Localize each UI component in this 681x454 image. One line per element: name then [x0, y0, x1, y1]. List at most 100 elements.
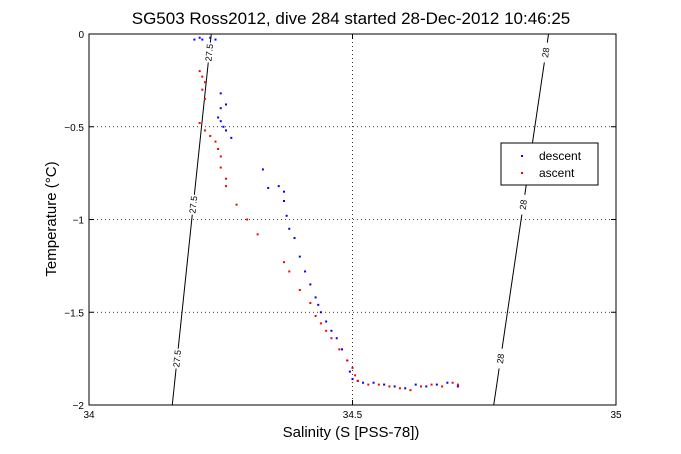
descent-point [348, 370, 351, 373]
ascent-point [346, 359, 349, 362]
ascent-point [201, 88, 204, 91]
legend-marker-ascent [521, 172, 523, 174]
descent-point [330, 329, 333, 332]
ascent-point [217, 148, 220, 151]
descent-point [319, 311, 322, 314]
ascent-point [441, 385, 444, 388]
descent-point [351, 378, 354, 381]
ascent-point [201, 75, 204, 78]
descent-point [261, 168, 264, 171]
isopycnal-label-bg [494, 348, 507, 370]
ascent-point [203, 97, 206, 100]
ascent-point [298, 288, 301, 291]
ascent-point [309, 301, 312, 304]
ascent-point [282, 261, 285, 264]
descent-point [222, 125, 225, 128]
legend-label-ascent: ascent [539, 166, 575, 180]
isopycnal-label: 27.5 [171, 349, 183, 367]
ascent-point [420, 385, 423, 388]
descent-point [219, 92, 222, 95]
descent-point [317, 303, 320, 306]
descent-point [219, 107, 222, 110]
descent-point [404, 387, 407, 390]
ascent-point [203, 129, 206, 132]
descent-point [340, 348, 343, 351]
legend-label-descent: descent [539, 149, 582, 163]
plot-area [89, 34, 616, 405]
descent-point [298, 255, 301, 258]
chart-title: SG503 Ross2012, dive 284 started 28-Dec-… [132, 9, 571, 28]
isopycnal-label: 28 [495, 353, 506, 364]
descent-point [198, 36, 201, 39]
ascent-point [354, 374, 357, 377]
descent-point [225, 129, 228, 132]
descent-point [435, 383, 438, 386]
ascent-point [377, 383, 380, 386]
y-tick-label: −1 [73, 216, 85, 227]
descent-point [230, 136, 233, 139]
ascent-point [430, 383, 433, 386]
ascent-point [209, 135, 212, 138]
descent-point [314, 296, 317, 299]
descent-point [217, 116, 220, 119]
descent-point [288, 227, 291, 230]
descent-point [383, 383, 386, 386]
descent-point [214, 38, 217, 41]
descent-point [219, 120, 222, 123]
descent-point [193, 38, 196, 41]
descent-point [456, 385, 459, 388]
descent-point [277, 185, 280, 188]
descent-point [201, 38, 204, 41]
ascent-point [338, 348, 341, 351]
ascent-point [219, 166, 222, 169]
ascent-point [288, 270, 291, 273]
isopycnal-label: 27.5 [203, 43, 215, 61]
descent-point [325, 320, 328, 323]
isopycnal-label-bg [187, 194, 200, 216]
legend-box [500, 142, 599, 186]
legend-marker-descent [521, 155, 523, 157]
descent-point [335, 337, 338, 340]
ascent-point [219, 155, 222, 158]
descent-point [267, 186, 270, 189]
isopycnal-label-bg [203, 42, 216, 64]
descent-point [372, 381, 375, 384]
x-tick-label: 35 [610, 410, 622, 421]
descent-point [293, 237, 296, 240]
descent-point [304, 270, 307, 273]
isopycnal-line [171, 34, 212, 405]
isopycnal-label: 27.5 [187, 195, 199, 213]
ascent-point [198, 122, 201, 125]
ascent-point [456, 383, 459, 386]
ascent-point [388, 385, 391, 388]
isopycnal-line [493, 34, 550, 405]
ascent-point [409, 389, 412, 392]
ascent-point [319, 322, 322, 325]
y-tick-label: −0.5 [64, 123, 84, 134]
ascent-point [451, 381, 454, 384]
ascent-point [330, 337, 333, 340]
x-axis-label: Salinity (S [PSS-78]) [283, 424, 420, 441]
ascent-point [351, 366, 354, 369]
ascent-point [246, 218, 249, 221]
descent-point [446, 381, 449, 384]
ascent-point [356, 379, 359, 382]
descent-point [362, 381, 365, 384]
ascent-point [398, 387, 401, 390]
isopycnal-label: 28 [540, 47, 551, 58]
y-tick-label: 0 [78, 30, 84, 41]
descent-point [285, 214, 288, 217]
descent-point [209, 36, 212, 39]
descent-point [414, 383, 417, 386]
descent-point [282, 199, 285, 202]
isopycnal-label-bg [516, 194, 530, 216]
descent-point [225, 103, 228, 106]
y-tick-label: −1.5 [64, 308, 84, 319]
isopycnal-label: 28 [518, 199, 529, 210]
ascent-point [225, 177, 228, 180]
descent-point [309, 283, 312, 286]
y-axis-label: Temperature (°C) [43, 161, 60, 276]
ascent-point [325, 329, 328, 332]
x-tick-label: 34 [83, 410, 95, 421]
